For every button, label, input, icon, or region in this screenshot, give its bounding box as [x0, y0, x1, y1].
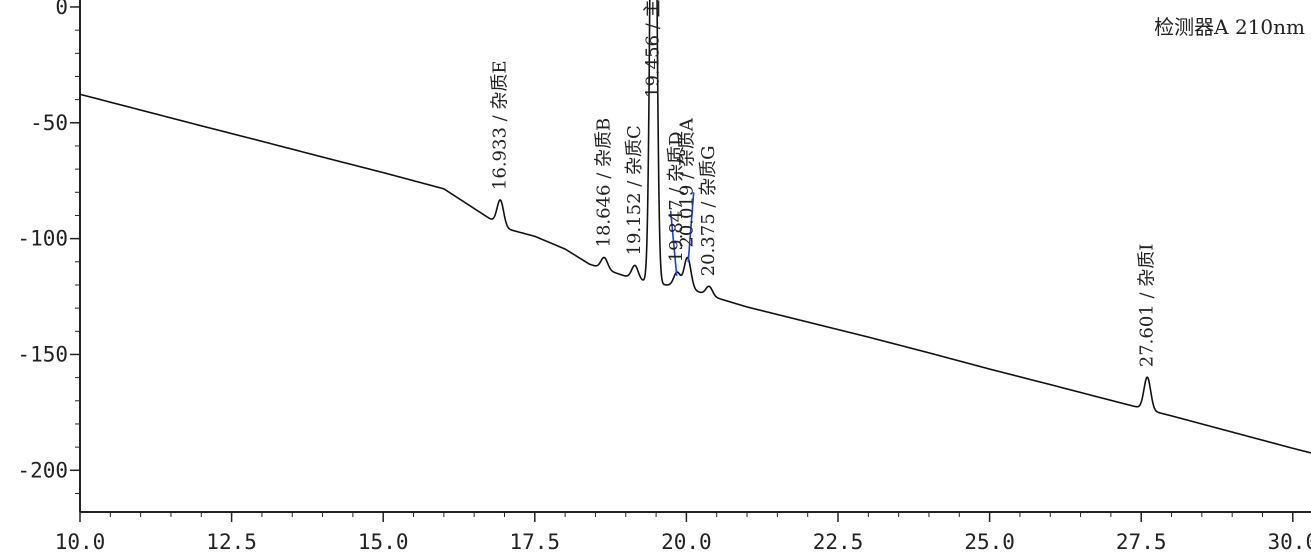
x-tick-label: 12.5	[206, 530, 257, 554]
chromatogram-trace	[79, 0, 1311, 454]
detector-label: 检测器A 210nm	[1154, 15, 1305, 39]
y-tick-label: -50	[30, 111, 68, 135]
peak-label: 27.601 / 杂质I	[1136, 244, 1157, 368]
y-tick-label: -150	[17, 342, 68, 366]
peak-label: 19.847 / 杂质D	[666, 131, 687, 262]
x-tick-label: 25.0	[964, 530, 1015, 554]
peak-label: 20.375 / 杂质G	[698, 145, 719, 276]
integration-marker-d	[669, 210, 678, 276]
peak-label: 16.933 / 杂质E	[489, 60, 510, 190]
integration-marker-a	[687, 192, 695, 262]
peak-label: 20.019 / 杂质A	[677, 117, 698, 247]
y-tick-label: -200	[17, 458, 68, 482]
tick-labels: 10.0 12.5 15.0 17.5 20.0 22.5 25.0 27.5 30.0 0 -50…	[17, 0, 1311, 554]
y-tick-label: 0	[55, 0, 68, 19]
x-tick-label: 20.0	[661, 530, 712, 554]
ticks	[70, 6, 1294, 522]
x-tick-label: 22.5	[813, 530, 864, 554]
x-tick-label: 15.0	[358, 530, 409, 554]
axes	[79, 0, 1311, 513]
integration-lines	[669, 192, 695, 276]
y-tick-label: -100	[17, 227, 68, 251]
peak-label: 18.646 / 杂质B	[593, 118, 614, 248]
x-tick-label: 10.0	[55, 530, 106, 554]
peak-labels: 16.933 / 杂质E 18.646 / 杂质B 19.152 / 杂质C 19.4…	[489, 0, 1157, 367]
peak-label: 19.152 / 杂质C	[624, 125, 645, 255]
x-tick-label: 27.5	[1116, 530, 1167, 554]
x-tick-label: 17.5	[510, 530, 561, 554]
x-tick-label: 30.0	[1268, 530, 1311, 554]
peak-label: 19.456 / 主成分	[642, 0, 663, 98]
